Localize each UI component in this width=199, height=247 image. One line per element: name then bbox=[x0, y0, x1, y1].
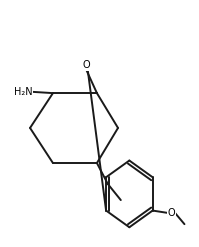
Text: O: O bbox=[83, 61, 90, 70]
Text: O: O bbox=[168, 208, 175, 218]
Text: H₂N: H₂N bbox=[14, 87, 33, 97]
